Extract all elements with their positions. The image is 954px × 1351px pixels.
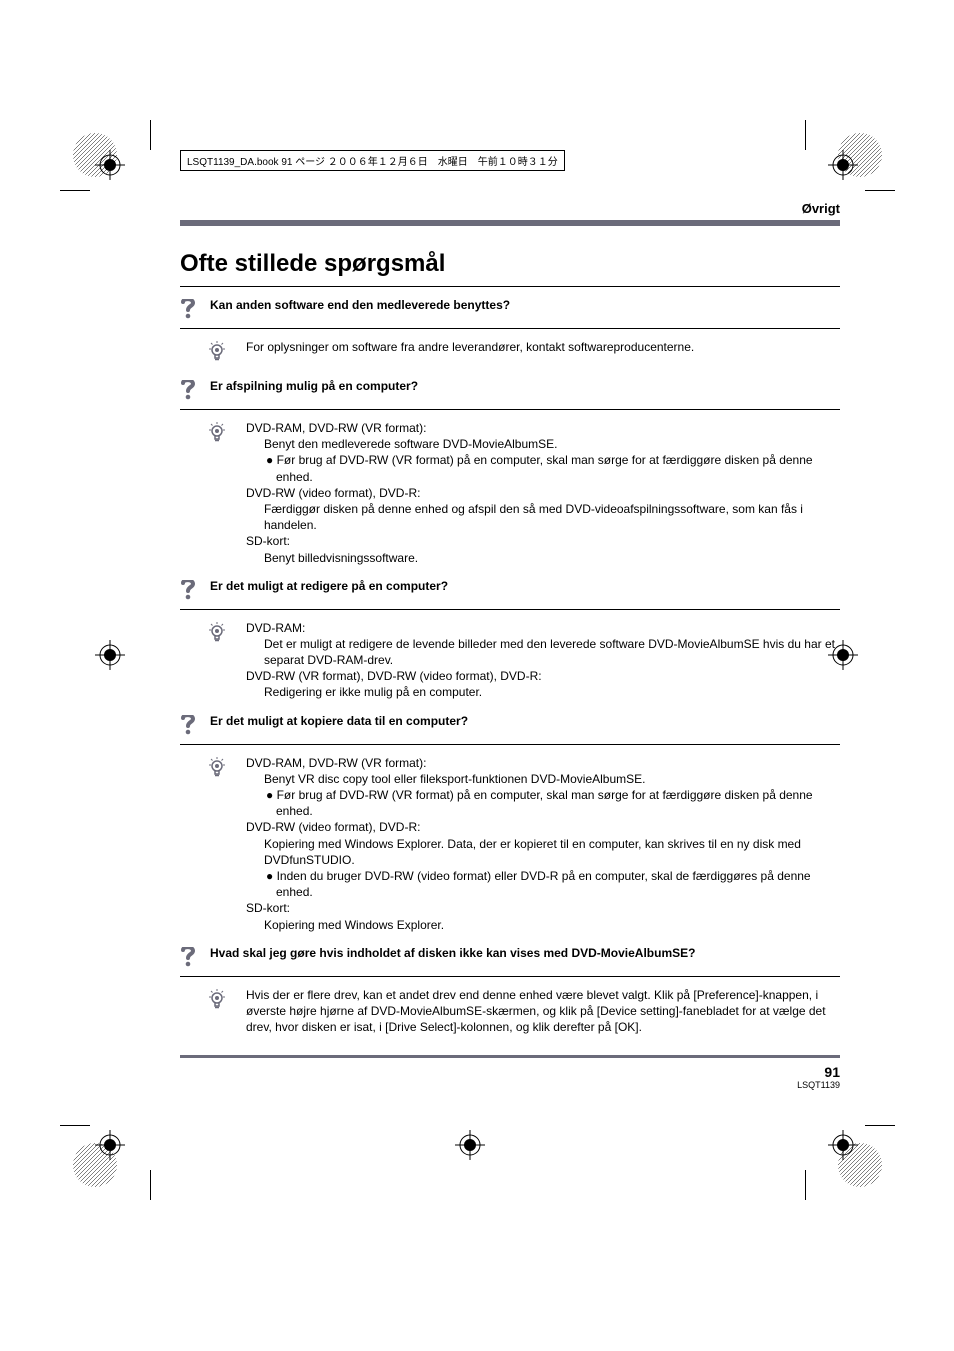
answer-line: DVD-RAM, DVD-RW (VR format):	[246, 755, 840, 771]
corner-hatch	[835, 1140, 885, 1195]
faq-answer-text: For oplysninger om software fra andre le…	[246, 339, 840, 355]
answer-line: Det er muligt at redigere de levende bil…	[246, 636, 840, 668]
corner-hatch	[70, 1140, 120, 1195]
crop-mark	[805, 120, 806, 150]
faq-question-text: Er afspilning mulig på en computer?	[210, 378, 418, 393]
crop-mark	[150, 120, 151, 150]
rule-bottom	[180, 1055, 840, 1058]
crop-mark	[805, 1170, 806, 1200]
question-icon	[180, 715, 196, 735]
lightbulb-icon-cell	[180, 420, 246, 447]
faq-answer-row: Hvis der er flere drev, kan et andet dre…	[180, 987, 840, 1036]
lightbulb-icon	[208, 989, 226, 1009]
crop-mark	[150, 1170, 151, 1200]
answer-line: DVD-RW (video format), DVD-R:	[246, 485, 840, 501]
faq-answer-text: DVD-RAM:Det er muligt at redigere de lev…	[246, 620, 840, 701]
faq-block: Hvad skal jeg gøre hvis indholdet af dis…	[180, 945, 840, 1036]
answer-line: Kopiering med Windows Explorer.	[246, 917, 840, 933]
answer-line: For oplysninger om software fra andre le…	[246, 339, 840, 355]
faq-question-row: Er det muligt at redigere på en computer…	[180, 578, 840, 610]
answer-line: SD-kort:	[246, 533, 840, 549]
answer-line: ● Før brug af DVD-RW (VR format) på en c…	[246, 787, 840, 819]
registration-mark	[95, 640, 125, 670]
answer-line: DVD-RW (VR format), DVD-RW (video format…	[246, 668, 840, 684]
page-content: LSQT1139_DA.book 91 ページ ２００６年１２月６日 水曜日 午…	[180, 150, 840, 1090]
book-header: LSQT1139_DA.book 91 ページ ２００６年１２月６日 水曜日 午…	[180, 150, 565, 171]
question-icon	[180, 947, 196, 967]
faq-block: Er afspilning mulig på en computer? DVD-R…	[180, 378, 840, 566]
rule-top	[180, 220, 840, 226]
page-code: LSQT1139	[180, 1080, 840, 1090]
answer-line: Redigering er ikke mulig på en computer.	[246, 684, 840, 700]
section-label: Øvrigt	[180, 201, 840, 216]
faq-question-text: Er det muligt at kopiere data til en com…	[210, 713, 468, 728]
faq-question-row: Er det muligt at kopiere data til en com…	[180, 713, 840, 745]
answer-line: Hvis der er flere drev, kan et andet dre…	[246, 987, 840, 1036]
question-icon-cell	[180, 713, 210, 740]
answer-line: DVD-RAM, DVD-RW (VR format):	[246, 420, 840, 436]
answer-line: Benyt den medleverede software DVD-Movie…	[246, 436, 840, 452]
faq-question-text: Er det muligt at redigere på en computer…	[210, 578, 448, 593]
answer-line: DVD-RAM:	[246, 620, 840, 636]
faq-block: Er det muligt at kopiere data til en com…	[180, 713, 840, 933]
corner-hatch	[835, 130, 885, 185]
question-icon	[180, 380, 196, 400]
faq-answer-row: DVD-RAM, DVD-RW (VR format):Benyt den me…	[180, 420, 840, 566]
registration-mark	[455, 1130, 485, 1160]
lightbulb-icon-cell	[180, 987, 246, 1014]
registration-mark	[828, 640, 858, 670]
faq-question-text: Hvad skal jeg gøre hvis indholdet af dis…	[210, 945, 695, 960]
lightbulb-icon	[208, 622, 226, 642]
page-number: 91	[180, 1064, 840, 1080]
crop-mark	[865, 190, 895, 191]
question-icon-cell	[180, 297, 210, 324]
faq-block: Kan anden software end den medleverede b…	[180, 297, 840, 366]
lightbulb-icon-cell	[180, 339, 246, 366]
faq-answer-row: DVD-RAM, DVD-RW (VR format):Benyt VR dis…	[180, 755, 840, 933]
lightbulb-icon	[208, 341, 226, 361]
question-icon-cell	[180, 578, 210, 605]
crop-mark	[60, 190, 90, 191]
lightbulb-icon-cell	[180, 620, 246, 647]
lightbulb-icon	[208, 757, 226, 777]
crop-mark	[865, 1125, 895, 1126]
lightbulb-icon-cell	[180, 755, 246, 782]
answer-line: ● Inden du bruger DVD-RW (video format) …	[246, 868, 840, 900]
faq-question-text: Kan anden software end den medleverede b…	[210, 297, 510, 312]
answer-line: DVD-RW (video format), DVD-R:	[246, 819, 840, 835]
faq-answer-text: DVD-RAM, DVD-RW (VR format):Benyt VR dis…	[246, 755, 840, 933]
answer-line: ● Før brug af DVD-RW (VR format) på en c…	[246, 452, 840, 484]
answer-line: Benyt VR disc copy tool eller fileksport…	[246, 771, 840, 787]
answer-line: SD-kort:	[246, 900, 840, 916]
faq-answer-row: DVD-RAM:Det er muligt at redigere de lev…	[180, 620, 840, 701]
title-underline	[180, 286, 840, 287]
answer-line: Kopiering med Windows Explorer. Data, de…	[246, 836, 840, 868]
faq-block: Er det muligt at redigere på en computer…	[180, 578, 840, 701]
question-icon	[180, 580, 196, 600]
question-icon	[180, 299, 196, 319]
question-icon-cell	[180, 945, 210, 972]
faq-answer-row: For oplysninger om software fra andre le…	[180, 339, 840, 366]
answer-line: Færdiggør disken på denne enhed og afspi…	[246, 501, 840, 533]
faq-question-row: Er afspilning mulig på en computer?	[180, 378, 840, 410]
faq-answer-text: Hvis der er flere drev, kan et andet dre…	[246, 987, 840, 1036]
faq-answer-text: DVD-RAM, DVD-RW (VR format):Benyt den me…	[246, 420, 840, 566]
corner-hatch	[70, 130, 120, 185]
lightbulb-icon	[208, 422, 226, 442]
faq-list: Kan anden software end den medleverede b…	[180, 297, 840, 1035]
faq-question-row: Kan anden software end den medleverede b…	[180, 297, 840, 329]
page-title: Ofte stillede spørgsmål	[180, 250, 840, 278]
faq-question-row: Hvad skal jeg gøre hvis indholdet af dis…	[180, 945, 840, 977]
answer-line: Benyt billedvisningssoftware.	[246, 550, 840, 566]
question-icon-cell	[180, 378, 210, 405]
crop-mark	[60, 1125, 90, 1126]
